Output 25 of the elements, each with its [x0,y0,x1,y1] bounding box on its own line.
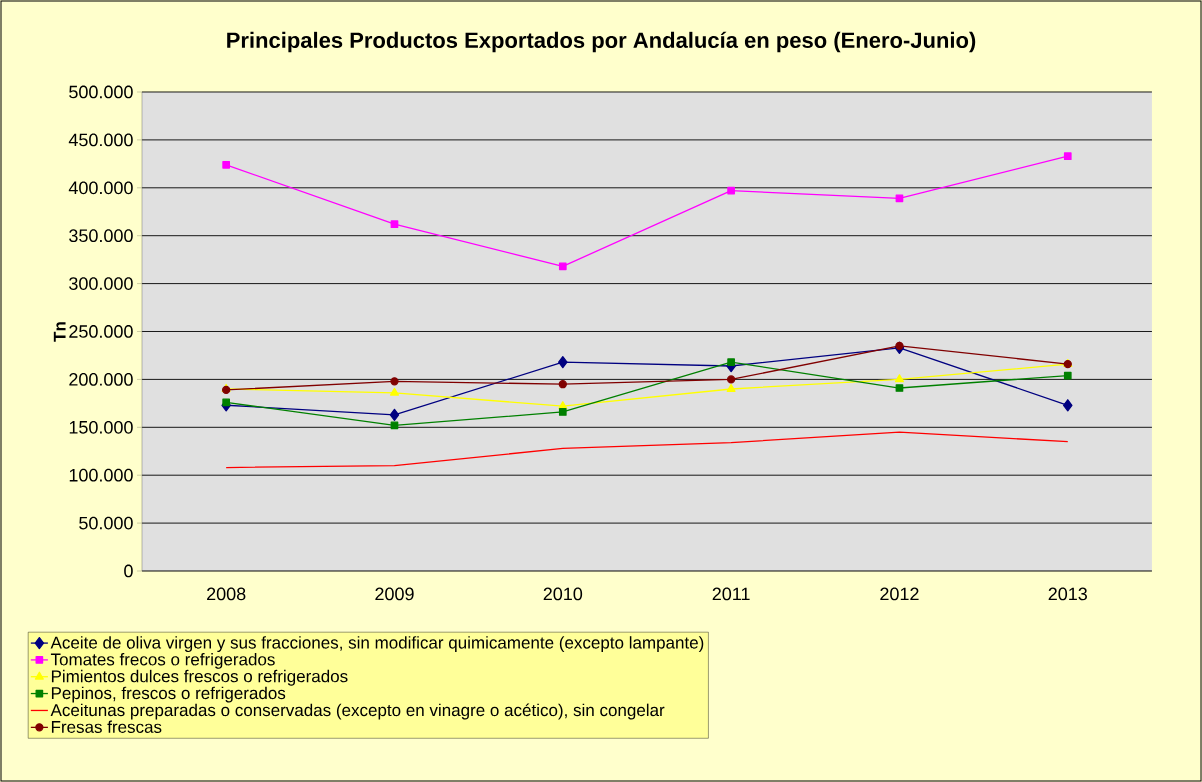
y-tick-label: 350.000 [69,229,133,243]
chart-title: Principales Productos Exportados por Andalucía en peso (Enero-Junio) [227,31,976,53]
x-tick-label: 2010 [543,587,583,601]
legend-label: Fresas frescas [51,720,162,733]
legend-label: Pepinos, frescos o refrigerados [51,686,286,703]
legend-label: Aceitunas preparadas o conservadas (excepto en vinagre o acético), sin congelar [50,703,665,720]
y-tick-label: 100.000 [69,468,133,482]
y-tick-label: 500.000 [69,85,133,99]
x-tick-label: 2008 [207,587,246,601]
legend-label: Tomates frecos o refrigerados [50,653,275,669]
y-axis-title: Tn [53,322,66,342]
x-tick-label: 2012 [880,587,919,601]
y-tick-label: 300.000 [69,277,133,290]
y-tick-label: 450.000 [68,133,133,147]
y-tick-label: 50.000 [79,516,133,530]
y-tick-label: 200.000 [69,373,133,386]
x-tick-label: 2009 [375,587,414,601]
y-tick-label: 250.000 [69,325,133,338]
y-tick-label: 400.000 [68,181,133,195]
x-tick-label: 2013 [1048,587,1087,601]
legend-label: Aceite de oliva virgen y sus fracciones, sin modificar quimicamente (excepto lampante) [50,636,704,653]
y-tick-label: 150.000 [69,420,133,434]
legend-label: Pimientos dulces frescos o refrigerados [51,669,348,686]
y-tick-label: 0 [124,564,133,578]
x-tick-label: 2011 [712,587,750,601]
